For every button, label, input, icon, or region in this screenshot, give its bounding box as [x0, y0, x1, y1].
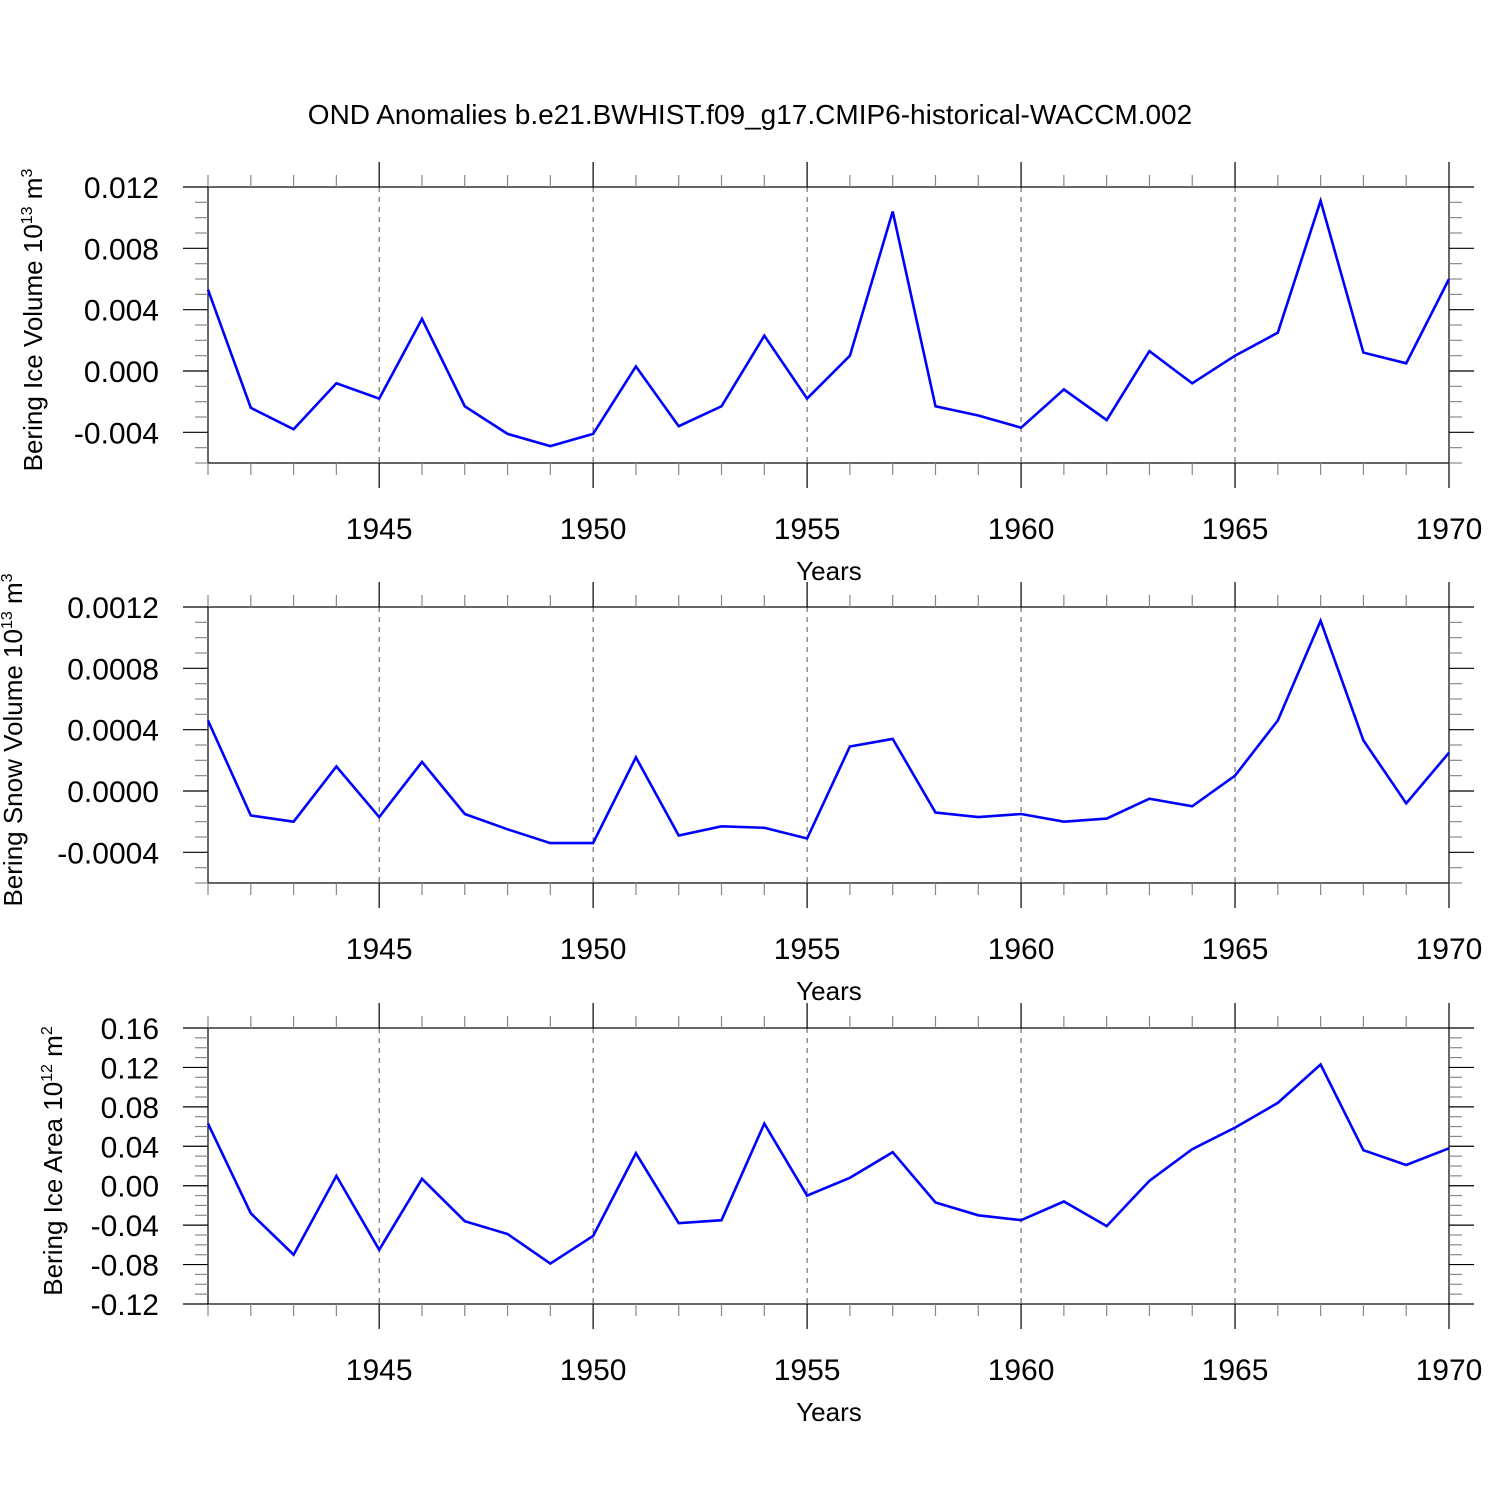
x-tick-label: 1970 — [1416, 1354, 1483, 1387]
x-tick-label: 1955 — [774, 513, 841, 546]
y-tick-label: 0.00 — [101, 1171, 159, 1204]
panel-2: 0.0012 0.0008 0.0004 0.0000 -0.0004 1945 1950 1… — [0, 573, 1482, 1006]
x-axis-label: Years — [796, 556, 862, 586]
y-tick-label: 0.0008 — [67, 653, 159, 686]
y-tick-label: 0.16 — [101, 1013, 159, 1046]
y-tick-label: 0.012 — [84, 172, 159, 205]
y-tick-label: -0.004 — [74, 417, 159, 450]
y-tick-label: 0.04 — [101, 1131, 159, 1164]
y-axis-label-ylabel-unit: m — [38, 1035, 68, 1064]
x-tick-label: 1955 — [774, 1354, 841, 1387]
plot-frame — [207, 186, 1450, 464]
y-axis-label-ylabel-exp: 13 — [0, 611, 16, 629]
y-tick-label: -0.08 — [91, 1250, 159, 1283]
y-tick-label: 0.000 — [84, 356, 159, 389]
y-axis-label-ylabel: Bering Ice Area 10 — [38, 1082, 68, 1296]
y-axis-label: Bering Snow Volume 1013 m3 — [0, 573, 28, 906]
chart-title: OND Anomalies b.e21.BWHIST.f09_g17.CMIP6… — [308, 99, 1192, 130]
plot-frame — [207, 1027, 1450, 1305]
x-tick-label: 1960 — [988, 513, 1055, 546]
plot-frame — [207, 606, 1450, 884]
y-tick-label: 0.0004 — [67, 715, 159, 748]
y-tick-label: -0.12 — [91, 1289, 159, 1322]
y-axis-label-ylabel: Bering Ice Volume 10 — [18, 224, 48, 471]
x-tick-label: 1965 — [1202, 933, 1269, 966]
y-tick-label: 0.08 — [101, 1092, 159, 1125]
x-tick-label: 1965 — [1202, 513, 1269, 546]
y-axis-label-ylabel-unit-exp: 2 — [39, 1026, 56, 1035]
x-tick-label: 1945 — [346, 1354, 413, 1387]
y-tick-label: -0.0004 — [57, 837, 159, 870]
y-axis-label-ylabel-unit-exp: 3 — [19, 169, 36, 178]
x-tick-label: 1955 — [774, 933, 841, 966]
y-axis-label-ylabel-unit-exp: 3 — [0, 573, 16, 582]
x-tick-label: 1950 — [560, 933, 627, 966]
x-tick-label: 1965 — [1202, 1354, 1269, 1387]
x-tick-label: 1960 — [988, 1354, 1055, 1387]
panel-3: 0.16 0.12 0.08 0.04 0.00 -0.04 -0.08 -0.12 1945 1… — [38, 1003, 1482, 1427]
x-tick-label: 1950 — [560, 1354, 627, 1387]
x-tick-label: 1950 — [560, 513, 627, 546]
y-tick-label: 0.008 — [84, 233, 159, 266]
x-axis-label: Years — [796, 976, 862, 1006]
series-line — [206, 617, 1450, 845]
x-tick-label: 1960 — [988, 933, 1055, 966]
panel-1: 0.012 0.008 0.004 0.000 -0.004 1945 1950 1955 19… — [18, 162, 1482, 586]
y-tick-label: -0.04 — [91, 1210, 159, 1243]
y-tick-label: 0.0000 — [67, 776, 159, 809]
x-tick-label: 1970 — [1416, 933, 1483, 966]
x-tick-label: 1970 — [1416, 513, 1483, 546]
y-axis-label-ylabel-unit: m — [18, 178, 48, 207]
x-tick-label: 1945 — [346, 933, 413, 966]
series-line — [206, 1062, 1450, 1266]
y-axis-label-ylabel-exp: 13 — [19, 206, 36, 224]
y-axis-label-ylabel: Bering Snow Volume 10 — [0, 629, 28, 907]
x-axis-label: Years — [796, 1397, 862, 1427]
y-axis-label: Bering Ice Area 1012 m2 — [38, 1026, 68, 1296]
series-line — [206, 196, 1451, 448]
y-tick-label: 0.004 — [84, 295, 159, 328]
y-tick-label: 0.12 — [101, 1052, 159, 1085]
y-axis-label: Bering Ice Volume 1013 m3 — [18, 169, 48, 472]
y-axis-label-ylabel-exp: 12 — [39, 1064, 56, 1082]
x-tick-label: 1945 — [346, 513, 413, 546]
y-tick-label: 0.0012 — [67, 592, 159, 625]
y-axis-label-ylabel-unit: m — [0, 582, 28, 611]
